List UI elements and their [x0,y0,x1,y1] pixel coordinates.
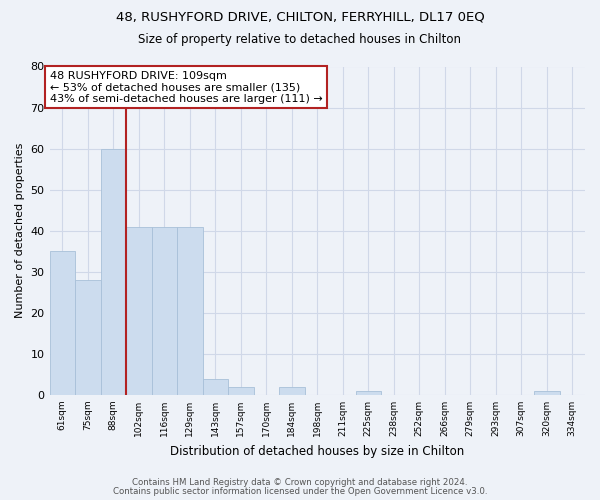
Text: Contains public sector information licensed under the Open Government Licence v3: Contains public sector information licen… [113,487,487,496]
Y-axis label: Number of detached properties: Number of detached properties [15,143,25,318]
Bar [101,148,126,395]
Bar [126,226,152,395]
X-axis label: Distribution of detached houses by size in Chilton: Distribution of detached houses by size … [170,444,464,458]
Bar [152,226,177,395]
Bar [534,391,560,395]
Text: Size of property relative to detached houses in Chilton: Size of property relative to detached ho… [139,32,461,46]
Text: 48 RUSHYFORD DRIVE: 109sqm
← 53% of detached houses are smaller (135)
43% of sem: 48 RUSHYFORD DRIVE: 109sqm ← 53% of deta… [50,70,322,104]
Text: 48, RUSHYFORD DRIVE, CHILTON, FERRYHILL, DL17 0EQ: 48, RUSHYFORD DRIVE, CHILTON, FERRYHILL,… [116,10,484,23]
Text: Contains HM Land Registry data © Crown copyright and database right 2024.: Contains HM Land Registry data © Crown c… [132,478,468,487]
Bar [356,391,381,395]
Bar [75,280,101,395]
Bar [50,251,75,395]
Bar [203,378,228,395]
Bar [279,386,305,395]
Bar [228,386,254,395]
Bar [177,226,203,395]
